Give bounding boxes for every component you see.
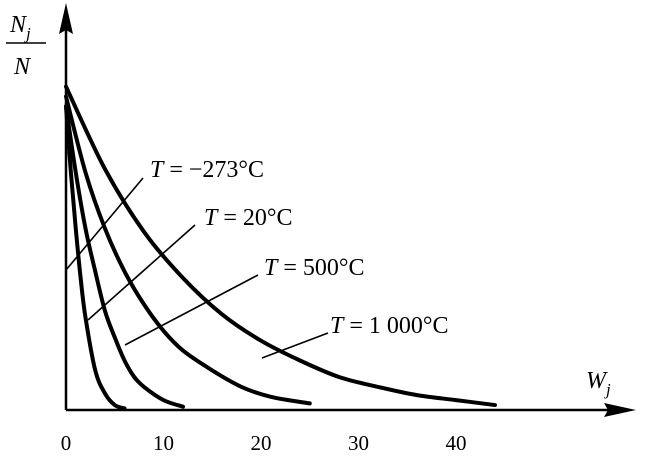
series-line-3 — [64, 84, 497, 408]
series-line-0 — [64, 104, 127, 411]
series-curves — [64, 84, 497, 411]
svg-text:Nj: Nj — [9, 12, 31, 43]
series-label-rest: = −273°C — [163, 157, 264, 183]
series-label-3: T = 1 000°C — [330, 313, 449, 339]
x-tick-label: 30 — [348, 431, 369, 455]
x-axis-label: Wj — [586, 368, 611, 399]
series-label-var: T — [264, 255, 279, 281]
series-labels: T = −273°CT = 20°CT = 500°CT = 1 000°C — [150, 157, 449, 339]
y-label-numerator: N — [9, 12, 28, 38]
x-tick-label: 40 — [446, 431, 467, 455]
leader-line-2 — [124, 274, 259, 346]
series-label-2: T = 500°C — [264, 255, 365, 281]
y-label-denominator: N — [13, 54, 32, 80]
leader-line-1 — [87, 224, 196, 321]
x-tick-label: 10 — [153, 431, 174, 455]
series-line-1 — [64, 104, 185, 409]
x-tick-label: 0 — [61, 431, 72, 455]
leader-line-0 — [65, 177, 144, 271]
x-label-main: W — [586, 368, 608, 394]
y-axis-arrow-icon — [59, 3, 73, 34]
x-axis-arrow-icon — [604, 403, 636, 417]
series-label-rest: = 1 000°C — [343, 313, 448, 339]
y-axis-label: Nj N — [6, 12, 46, 80]
y-label-numerator-sub: j — [24, 24, 31, 43]
leader-line-3 — [261, 332, 329, 359]
series-label-var: T — [204, 205, 219, 231]
series-label-var: T — [330, 313, 345, 339]
series-label-rest: = 20°C — [217, 205, 292, 231]
series-label-rest: = 500°C — [277, 255, 364, 281]
series-line-2 — [64, 94, 312, 406]
series-label-var: T — [150, 157, 165, 183]
x-tick-label: 20 — [251, 431, 272, 455]
x-tick-labels: 0 10 20 30 40 — [61, 431, 467, 455]
x-label-sub: j — [604, 380, 611, 399]
label-leader-lines — [65, 177, 329, 359]
series-label-1: T = 20°C — [204, 205, 293, 231]
series-label-0: T = −273°C — [150, 157, 264, 183]
